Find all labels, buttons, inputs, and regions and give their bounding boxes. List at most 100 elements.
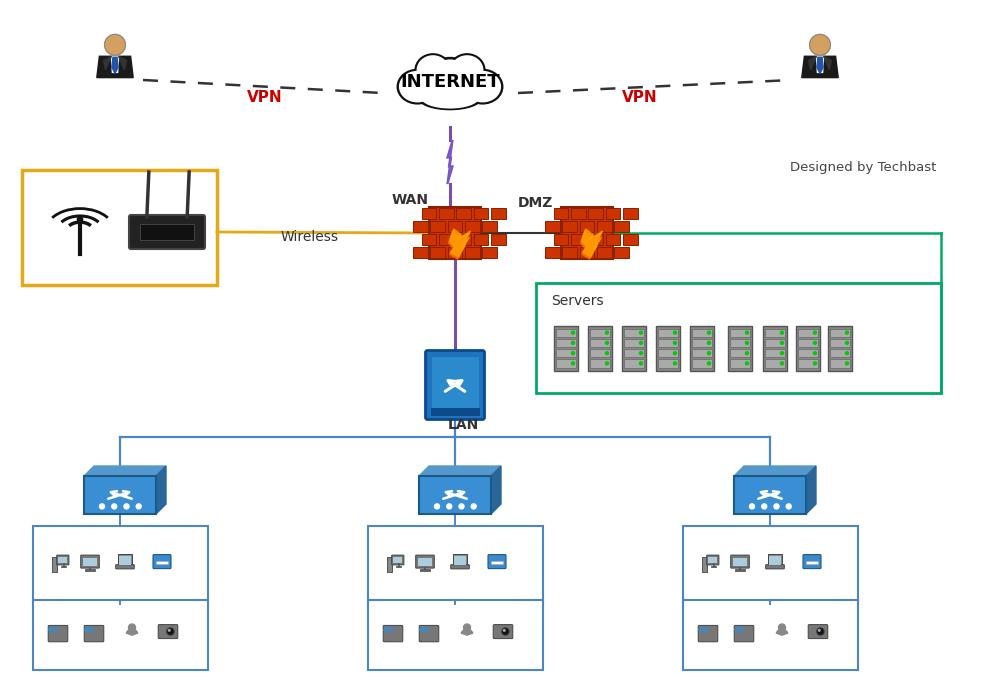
FancyBboxPatch shape — [828, 326, 852, 370]
FancyBboxPatch shape — [571, 234, 586, 245]
Text: LAN: LAN — [447, 418, 479, 432]
Polygon shape — [104, 56, 112, 70]
FancyBboxPatch shape — [692, 349, 712, 357]
Polygon shape — [816, 57, 824, 72]
FancyBboxPatch shape — [624, 328, 644, 336]
FancyBboxPatch shape — [413, 221, 428, 232]
Circle shape — [91, 629, 93, 631]
Circle shape — [674, 351, 677, 355]
FancyBboxPatch shape — [431, 408, 480, 416]
Circle shape — [846, 341, 849, 345]
FancyBboxPatch shape — [830, 328, 850, 336]
FancyBboxPatch shape — [419, 626, 439, 642]
FancyBboxPatch shape — [474, 234, 489, 245]
FancyBboxPatch shape — [702, 557, 707, 571]
Circle shape — [167, 628, 174, 635]
Circle shape — [503, 630, 507, 634]
Text: WAN: WAN — [391, 193, 429, 207]
FancyBboxPatch shape — [129, 215, 205, 249]
FancyBboxPatch shape — [658, 359, 678, 368]
Circle shape — [503, 630, 505, 631]
Circle shape — [77, 217, 82, 222]
FancyBboxPatch shape — [32, 600, 208, 670]
FancyBboxPatch shape — [431, 247, 445, 258]
Polygon shape — [449, 229, 471, 257]
Polygon shape — [801, 56, 838, 78]
FancyBboxPatch shape — [556, 328, 576, 336]
Circle shape — [502, 628, 509, 635]
FancyBboxPatch shape — [562, 221, 577, 232]
FancyBboxPatch shape — [728, 326, 752, 370]
FancyBboxPatch shape — [580, 247, 594, 258]
Text: Designed by Techbast: Designed by Techbast — [790, 162, 937, 175]
FancyBboxPatch shape — [692, 328, 712, 336]
Ellipse shape — [451, 56, 483, 85]
Circle shape — [781, 331, 784, 334]
Polygon shape — [447, 140, 452, 184]
FancyBboxPatch shape — [763, 326, 787, 370]
FancyBboxPatch shape — [419, 476, 491, 514]
Polygon shape — [582, 229, 602, 257]
Circle shape — [420, 629, 423, 631]
Circle shape — [605, 351, 608, 355]
Circle shape — [605, 331, 608, 334]
Circle shape — [707, 331, 710, 334]
FancyBboxPatch shape — [580, 221, 594, 232]
Ellipse shape — [398, 70, 437, 103]
FancyBboxPatch shape — [769, 556, 781, 565]
FancyBboxPatch shape — [605, 209, 620, 219]
FancyBboxPatch shape — [413, 247, 428, 258]
Circle shape — [572, 331, 575, 334]
FancyBboxPatch shape — [116, 565, 134, 569]
FancyBboxPatch shape — [708, 557, 717, 563]
Circle shape — [136, 504, 141, 509]
FancyBboxPatch shape — [765, 328, 785, 336]
FancyBboxPatch shape — [590, 359, 610, 368]
FancyBboxPatch shape — [806, 561, 817, 563]
Polygon shape — [112, 57, 119, 72]
FancyBboxPatch shape — [658, 328, 678, 336]
FancyBboxPatch shape — [396, 566, 401, 567]
FancyBboxPatch shape — [465, 221, 480, 232]
Circle shape — [640, 351, 643, 355]
FancyBboxPatch shape — [453, 554, 467, 565]
FancyBboxPatch shape — [429, 207, 481, 259]
FancyBboxPatch shape — [553, 234, 568, 245]
FancyBboxPatch shape — [765, 359, 785, 368]
Polygon shape — [97, 56, 133, 78]
FancyBboxPatch shape — [656, 326, 680, 370]
Text: INTERNET: INTERNET — [400, 73, 499, 91]
Ellipse shape — [427, 58, 473, 104]
Circle shape — [459, 504, 464, 509]
FancyBboxPatch shape — [368, 526, 542, 604]
FancyBboxPatch shape — [553, 209, 568, 219]
FancyBboxPatch shape — [690, 326, 714, 370]
FancyBboxPatch shape — [590, 349, 610, 357]
FancyBboxPatch shape — [730, 328, 750, 336]
Polygon shape — [112, 58, 118, 73]
FancyBboxPatch shape — [391, 555, 404, 565]
FancyBboxPatch shape — [624, 359, 644, 368]
FancyBboxPatch shape — [733, 558, 748, 567]
Circle shape — [674, 341, 677, 345]
Circle shape — [735, 629, 738, 631]
Polygon shape — [824, 56, 832, 70]
FancyBboxPatch shape — [730, 359, 750, 368]
FancyBboxPatch shape — [734, 626, 753, 642]
FancyBboxPatch shape — [474, 209, 489, 219]
FancyBboxPatch shape — [683, 600, 857, 670]
Circle shape — [846, 351, 849, 355]
FancyBboxPatch shape — [490, 234, 506, 245]
FancyBboxPatch shape — [368, 600, 542, 670]
Circle shape — [640, 362, 643, 365]
FancyBboxPatch shape — [765, 338, 785, 347]
FancyBboxPatch shape — [488, 554, 506, 569]
FancyBboxPatch shape — [803, 554, 821, 569]
Circle shape — [640, 331, 643, 334]
FancyBboxPatch shape — [84, 476, 156, 514]
FancyBboxPatch shape — [158, 625, 178, 638]
FancyBboxPatch shape — [416, 555, 435, 568]
FancyBboxPatch shape — [556, 349, 576, 357]
FancyBboxPatch shape — [387, 557, 391, 571]
FancyBboxPatch shape — [420, 569, 430, 571]
